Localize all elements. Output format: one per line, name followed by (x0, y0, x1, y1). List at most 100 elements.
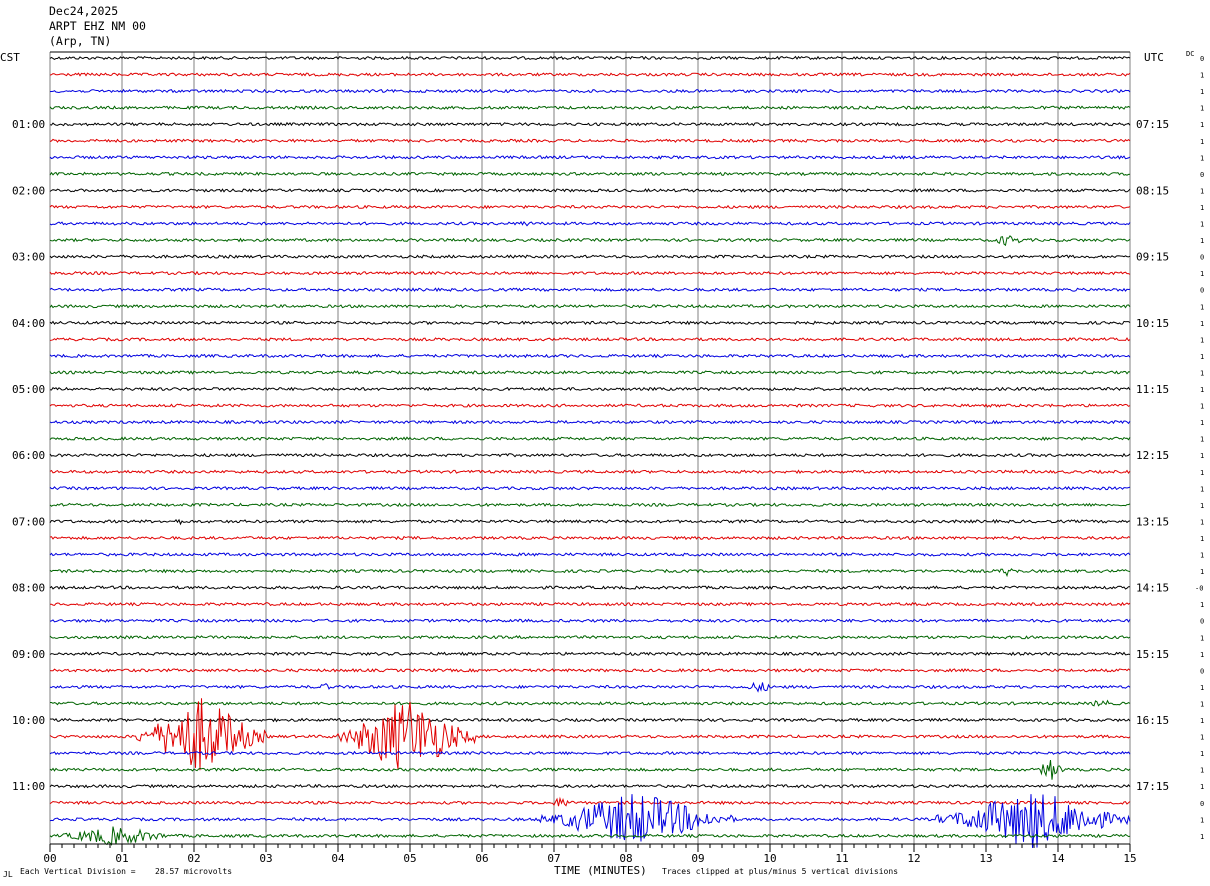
left-hour-label: 04:00 (12, 317, 45, 330)
seismic-trace (49, 518, 1131, 526)
seismic-trace (49, 469, 1131, 475)
dc-offset-label: 1 (1200, 518, 1204, 526)
dc-offset-label: -0 (1195, 585, 1203, 593)
seismic-trace (49, 370, 1131, 375)
dc-offset-label: 1 (1200, 452, 1204, 460)
right-hour-label: 13:15 (1136, 515, 1169, 528)
dc-offset-label: 1 (1200, 552, 1204, 560)
dc-offset-label: 0 (1200, 171, 1204, 179)
scale-value: 28.57 microvolts (155, 867, 232, 876)
seismic-trace (49, 618, 1131, 623)
dc-offset-label: 1 (1200, 601, 1204, 609)
seismic-trace (49, 717, 1131, 723)
dc-offset-label: 1 (1200, 651, 1204, 659)
right-hour-label: 10:15 (1136, 317, 1169, 330)
seismic-trace (49, 337, 1131, 342)
seismic-trace (49, 796, 1131, 807)
right-hour-label: 17:15 (1136, 780, 1169, 793)
right-timezone-label: UTC (1144, 51, 1164, 64)
dc-offset-label: 1 (1200, 237, 1204, 245)
dc-offset-label: 0 (1200, 800, 1204, 808)
helicorder-date: Dec24,2025 (49, 4, 119, 18)
x-tick-label: 14 (1051, 852, 1065, 865)
dc-offset-label: 1 (1200, 436, 1204, 444)
dc-offset-label: 1 (1200, 386, 1204, 394)
seismic-trace (49, 452, 1131, 458)
seismic-trace (49, 651, 1131, 657)
seismic-trace (49, 270, 1131, 276)
left-hour-label: 03:00 (12, 251, 45, 264)
x-tick-label: 15 (1123, 852, 1136, 865)
station-location: (Arp, TN) (49, 34, 112, 48)
x-tick-label: 09 (691, 852, 704, 865)
dc-offset-label: 1 (1200, 138, 1204, 146)
seismic-trace (49, 535, 1131, 541)
dc-offset-label: 1 (1200, 303, 1204, 311)
dc-offset-label: 0 (1200, 55, 1204, 63)
seismic-trace (49, 635, 1131, 640)
seismic-trace (49, 750, 1131, 756)
x-tick-label: 10 (763, 852, 776, 865)
x-tick-label: 08 (619, 852, 632, 865)
seismic-trace (49, 794, 1131, 848)
x-tick-label: 12 (907, 852, 920, 865)
x-tick-label: 01 (115, 852, 128, 865)
dc-offset-label: 1 (1200, 568, 1204, 576)
x-tick-label: 05 (403, 852, 416, 865)
dc-offset-label: 1 (1200, 634, 1204, 642)
corner-mark: JL (3, 870, 13, 879)
left-hour-label: 11:00 (12, 780, 45, 793)
left-hour-label: 08:00 (12, 582, 45, 595)
seismic-trace (49, 154, 1131, 160)
seismic-trace (49, 485, 1131, 491)
seismic-trace (49, 55, 1131, 61)
seismic-trace (49, 760, 1131, 780)
dc-offset-label: 1 (1200, 783, 1204, 791)
x-tick-label: 06 (475, 852, 488, 865)
x-tick-label: 07 (547, 852, 560, 865)
dc-offset-label: 1 (1200, 833, 1204, 841)
seismic-trace (49, 386, 1131, 392)
grid-lines (49, 51, 1131, 844)
dc-offset-label: 0 (1200, 254, 1204, 262)
seismic-trace (49, 204, 1131, 210)
seismic-trace (49, 585, 1130, 590)
seismic-trace (49, 72, 1131, 77)
dc-offset-label: 0 (1200, 618, 1204, 626)
seismic-trace (49, 138, 1131, 144)
dc-offset-label: 1 (1200, 700, 1204, 708)
dc-offset-label: 1 (1200, 717, 1204, 725)
seismic-trace (49, 220, 1131, 227)
seismic-trace (49, 188, 1131, 193)
dc-offset-label: 1 (1200, 320, 1204, 328)
dc-offset-label: 1 (1200, 767, 1204, 775)
dc-offset-label: 1 (1200, 154, 1204, 162)
dc-offset-label: 1 (1200, 369, 1204, 377)
dc-offset-label: 1 (1200, 419, 1204, 427)
x-tick-label: 00 (43, 852, 56, 865)
seismic-trace (49, 303, 1131, 309)
left-hour-label: 10:00 (12, 714, 45, 727)
seismic-trace (50, 699, 1131, 707)
seismic-trace (49, 105, 1131, 110)
seismic-trace (49, 320, 1131, 326)
dc-offset-label: 1 (1200, 221, 1204, 229)
seismic-trace (49, 783, 1131, 789)
seismic-trace (49, 171, 1131, 177)
seismic-trace (49, 88, 1131, 94)
left-hour-label: 09:00 (12, 648, 45, 661)
seismic-trace (49, 552, 1131, 557)
dc-offset-label: 1 (1200, 750, 1204, 758)
dc-offset-label: 1 (1200, 403, 1204, 411)
dc-offset-label: 1 (1200, 336, 1204, 344)
dc-offset-label: 1 (1200, 684, 1204, 692)
dc-offset-label: 0 (1200, 667, 1204, 675)
seismic-trace (49, 698, 1131, 771)
seismic-trace (49, 568, 1131, 578)
dc-offset-label: 1 (1200, 353, 1204, 361)
dc-offset-label: 1 (1200, 535, 1204, 543)
x-tick-label: 04 (331, 852, 345, 865)
left-hour-label: 01:00 (12, 118, 45, 131)
x-axis-title: TIME (MINUTES) (554, 864, 647, 877)
